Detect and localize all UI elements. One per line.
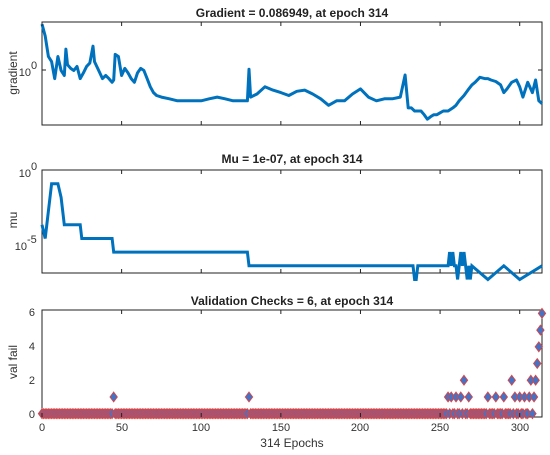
val-chart-title: Validation Checks = 6, at epoch 314 — [191, 294, 394, 308]
val-point-314 — [537, 307, 547, 320]
mu-y-tick-label-1: 10 -5 — [15, 234, 37, 253]
gradient-series-line — [40, 23, 543, 121]
val-x-tick-label-5: 250 — [431, 422, 449, 434]
val-y-axis-label: val fail — [6, 345, 20, 379]
gradient-panel: Gradient = 0.086949, at epoch 314 gradie… — [6, 6, 543, 126]
val-x-axis-label: 314 Epochs — [260, 436, 323, 450]
val-point-45 — [109, 391, 118, 403]
val-x-tick-label-2: 100 — [192, 422, 210, 434]
svg-text:10: 10 — [19, 168, 31, 180]
mu-panel: Mu = 1e-07, at epoch 314 mu 10 0 10 -5 — [6, 152, 543, 282]
val-point-268 — [464, 391, 474, 403]
val-y-tick-label-0: 0 — [29, 409, 35, 421]
mu-plot-area — [41, 169, 543, 274]
val-y-tick-label-2: 4 — [29, 341, 35, 353]
svg-text:0: 0 — [31, 161, 37, 173]
val-y-tick-label-3: 6 — [29, 307, 35, 319]
svg-text:0: 0 — [31, 60, 37, 72]
val-point-130 — [244, 391, 254, 403]
val-point-265 — [459, 374, 469, 386]
mu-chart-title: Mu = 1e-07, at epoch 314 — [221, 152, 362, 166]
val-point-280 — [483, 391, 493, 403]
val-point-311 — [532, 357, 542, 370]
gradient-y-axis-label: gradient — [6, 51, 20, 95]
val-point-285 — [491, 391, 501, 403]
val-point-313 — [536, 324, 545, 336]
val-point-290 — [499, 391, 509, 403]
val-panel: Validation Checks = 6, at epoch 314 val … — [6, 294, 547, 450]
val-x-tick-label-1: 50 — [116, 422, 128, 434]
svg-text:10: 10 — [15, 241, 27, 253]
gradient-y-tick-label-0: 10 0 — [19, 60, 37, 79]
val-point-312 — [534, 341, 544, 353]
mu-y-tick-label-0: 10 0 — [19, 161, 37, 180]
val-x-tick-label-3: 150 — [272, 422, 290, 434]
val-point-308 — [528, 407, 537, 420]
val-point-263 — [456, 391, 466, 403]
svg-text:10: 10 — [19, 67, 31, 79]
svg-text:-5: -5 — [27, 234, 37, 246]
val-point-309 — [529, 391, 539, 403]
val-markers-group — [37, 307, 547, 420]
val-plot-area — [41, 309, 543, 418]
val-x-tick-label-6: 300 — [511, 422, 529, 434]
val-y-tick-label-1: 2 — [29, 375, 35, 387]
gradient-plot-area — [41, 21, 543, 126]
val-x-tick-label-4: 200 — [351, 422, 369, 434]
gradient-chart-title: Gradient = 0.086949, at epoch 314 — [196, 6, 389, 20]
val-x-tick-label-0: 0 — [39, 422, 45, 434]
mu-y-axis-label: mu — [6, 212, 20, 229]
mu-series-line — [40, 182, 543, 282]
val-point-295 — [507, 374, 516, 386]
val-point-310 — [531, 374, 540, 386]
